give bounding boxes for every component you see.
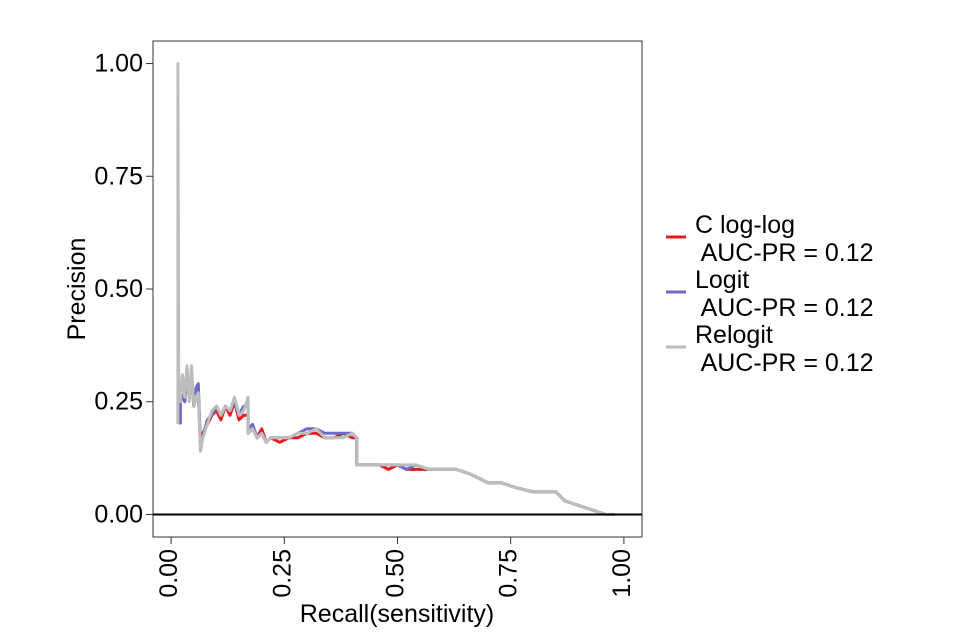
y-axis: 0.00 0.25 0.50 0.75 1.00: [94, 50, 153, 528]
legend-label-1: Logit AUC-PR = 0.12: [695, 266, 874, 322]
x-tick-label: 0.75: [495, 549, 523, 598]
x-axis-title: Recall(sensitivity): [300, 600, 494, 628]
y-tick-label: 1.00: [94, 50, 143, 78]
x-tick-label: 0.50: [382, 549, 410, 598]
x-tick-label: 1.00: [608, 549, 636, 598]
series-layer: [176, 62, 615, 516]
x-axis: 0.00 0.25 0.50 0.75 1.00: [155, 537, 636, 598]
legend-label-2: Relogit AUC-PR = 0.12: [695, 321, 874, 377]
plot-panel: [152, 40, 643, 538]
x-tick-label: 0.00: [155, 549, 183, 598]
y-axis-title: Precision: [63, 238, 91, 341]
legend-label-0: C log-log AUC-PR = 0.12: [695, 211, 874, 267]
y-tick-label: 0.25: [94, 388, 143, 416]
x-tick-label: 0.25: [268, 549, 296, 598]
y-tick-label: 0.00: [94, 500, 143, 528]
series-line-2: [176, 62, 615, 516]
y-tick-label: 0.50: [94, 275, 143, 303]
y-tick-label: 0.75: [94, 162, 143, 190]
